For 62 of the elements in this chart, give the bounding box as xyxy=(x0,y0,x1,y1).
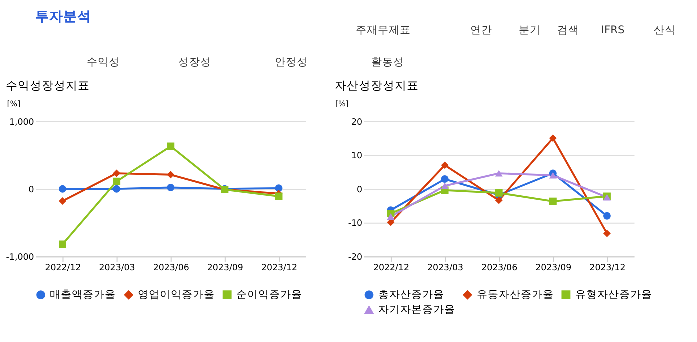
text: 안정성 xyxy=(275,56,308,69)
legend-label: 매출액증가율 xyxy=(50,288,116,301)
y-tick-label: 0 xyxy=(356,185,362,196)
point xyxy=(113,185,121,193)
point xyxy=(603,230,611,238)
x-tick-label: 2023/06 xyxy=(153,264,190,274)
legend-label: 영업이익증가율 xyxy=(138,288,216,301)
point xyxy=(275,184,283,192)
point xyxy=(167,184,175,192)
x-tick-label: 2022/12 xyxy=(45,264,82,274)
chart-title: 자산성장성지표 xyxy=(334,78,419,93)
point xyxy=(549,134,557,142)
point xyxy=(441,176,449,184)
point xyxy=(549,198,557,206)
legend-label: 총자산증가율 xyxy=(378,288,444,301)
x-tick-label: 2023/09 xyxy=(536,264,572,274)
text: 투자분석 xyxy=(36,9,92,26)
point xyxy=(59,240,66,248)
legend-label: 유형자산증가율 xyxy=(575,288,652,301)
y-tick-label: 10 xyxy=(351,152,362,162)
x-tick-label: 2023/12 xyxy=(261,264,298,274)
y-tick-label: 0 xyxy=(28,185,34,196)
x-tick-label: 2023/03 xyxy=(99,264,136,274)
y-tick-label: -10 xyxy=(348,219,362,230)
text: 활동성 xyxy=(372,56,405,69)
x-tick-label: 2023/03 xyxy=(428,264,464,274)
point xyxy=(387,214,395,220)
point xyxy=(113,170,121,178)
x-tick-label: 2023/09 xyxy=(207,264,244,274)
y-axis-title: [%] xyxy=(335,100,349,109)
text: 연간 xyxy=(470,24,493,37)
legend-label: 자기자본증가율 xyxy=(378,303,456,316)
text: IFRS xyxy=(601,24,625,37)
text: 성장성 xyxy=(178,56,212,69)
point xyxy=(275,192,283,200)
point xyxy=(167,171,175,179)
point xyxy=(441,182,449,190)
chart-title: 수익성장성지표 xyxy=(6,78,90,93)
text: 수익성 xyxy=(86,56,120,69)
point xyxy=(113,178,121,186)
y-tick-label: 20 xyxy=(351,118,362,128)
legend-label: 순이익증가율 xyxy=(236,288,303,301)
x-tick-label: 2023/12 xyxy=(590,264,626,274)
point xyxy=(549,172,557,179)
text: 분기 xyxy=(518,24,541,37)
point xyxy=(441,162,449,170)
point xyxy=(167,142,175,150)
text: 산식 xyxy=(654,24,676,37)
text: 검색 xyxy=(558,24,580,37)
point xyxy=(603,212,611,220)
point xyxy=(59,198,66,205)
y-axis-title: [%] xyxy=(7,100,21,109)
point xyxy=(495,170,503,177)
y-tick-label: 1,000 xyxy=(9,118,34,128)
y-tick-label: -1,000 xyxy=(6,253,34,264)
point xyxy=(495,196,503,204)
y-tick-label: -20 xyxy=(348,253,362,264)
x-tick-label: 2023/06 xyxy=(482,264,518,274)
legend-label: 유동자산증가율 xyxy=(476,288,554,301)
point xyxy=(59,185,66,193)
text: 주재무제표 xyxy=(356,24,411,37)
x-tick-label: 2022/12 xyxy=(373,264,410,274)
